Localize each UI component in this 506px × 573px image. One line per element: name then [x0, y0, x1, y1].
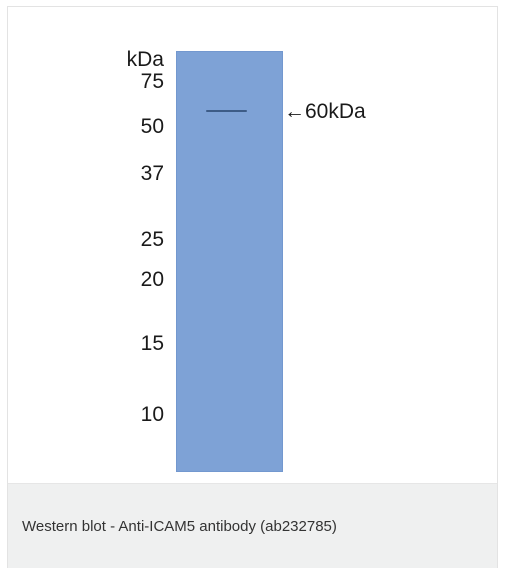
marker-10: 10 — [140, 403, 164, 426]
caption-bar: Western blot - Anti-ICAM5 antibody (ab23… — [8, 483, 497, 568]
western-blot-figure: kDa 75 50 37 25 20 15 10 ←60kDa — [8, 7, 497, 483]
marker-25: 25 — [140, 228, 164, 251]
marker-15: 15 — [140, 332, 164, 355]
protein-band — [206, 110, 247, 112]
unit-label: kDa — [126, 48, 164, 71]
figure-caption: Western blot - Anti-ICAM5 antibody (ab23… — [22, 518, 337, 535]
marker-50: 50 — [140, 115, 164, 138]
blot-lane — [176, 51, 283, 472]
marker-37: 37 — [140, 162, 164, 185]
image-card: kDa 75 50 37 25 20 15 10 ←60kDa Western … — [7, 6, 498, 568]
marker-75: 75 — [140, 70, 164, 93]
band-annotation: ←60kDa — [284, 100, 366, 123]
marker-20: 20 — [140, 268, 164, 291]
